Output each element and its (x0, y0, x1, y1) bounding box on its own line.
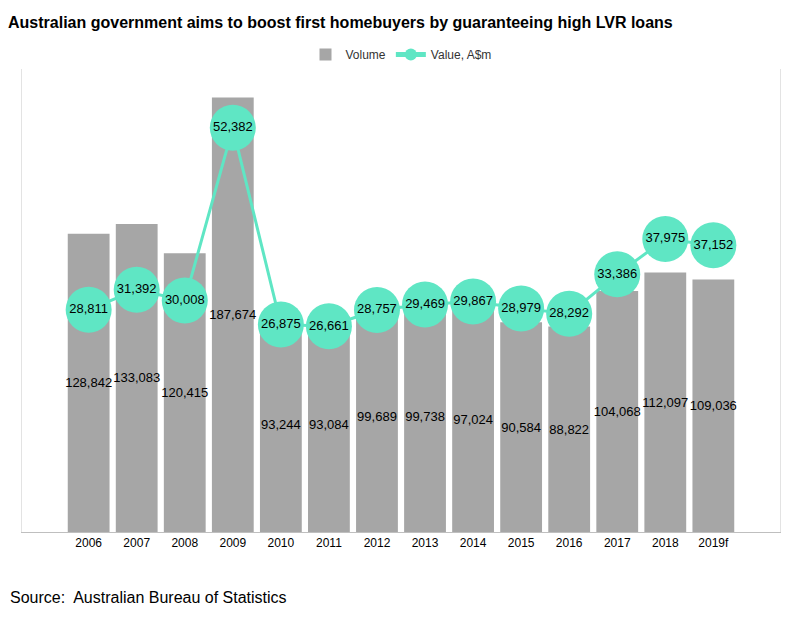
svg-text:128,842: 128,842 (65, 375, 112, 390)
svg-text:26,661: 26,661 (309, 318, 349, 333)
svg-text:29,867: 29,867 (453, 293, 493, 308)
svg-text:30,008: 30,008 (165, 292, 205, 307)
svg-text:2010: 2010 (268, 536, 295, 550)
svg-text:2015: 2015 (508, 536, 535, 550)
svg-text:29,469: 29,469 (405, 296, 445, 311)
svg-text:2012: 2012 (364, 536, 391, 550)
svg-text:28,811: 28,811 (69, 301, 108, 316)
svg-text:99,738: 99,738 (405, 409, 445, 424)
svg-text:33,386: 33,386 (597, 266, 637, 281)
svg-text:2019f: 2019f (698, 536, 729, 550)
svg-text:2007: 2007 (123, 536, 150, 550)
svg-text:90,584: 90,584 (501, 420, 541, 435)
svg-text:28,292: 28,292 (549, 305, 589, 320)
svg-text:26,875: 26,875 (261, 316, 301, 331)
svg-text:93,244: 93,244 (261, 417, 301, 432)
svg-text:2006: 2006 (75, 536, 102, 550)
svg-text:Source: Australian Bureau of: Source: Australian Bureau of Statistics (10, 589, 287, 606)
svg-text:97,024: 97,024 (453, 412, 493, 427)
svg-text:88,822: 88,822 (549, 422, 589, 437)
svg-text:2018: 2018 (652, 536, 679, 550)
svg-text:2013: 2013 (412, 536, 439, 550)
svg-text:2008: 2008 (171, 536, 198, 550)
svg-text:109,036: 109,036 (690, 398, 737, 413)
svg-text:28,979: 28,979 (501, 300, 541, 315)
svg-text:120,415: 120,415 (161, 385, 208, 400)
svg-text:28,757: 28,757 (357, 301, 397, 316)
svg-text:Australian government aims to: Australian government aims to boost firs… (8, 14, 673, 31)
svg-text:37,152: 37,152 (693, 237, 733, 252)
svg-text:99,689: 99,689 (357, 409, 397, 424)
svg-text:2017: 2017 (604, 536, 631, 550)
svg-text:52,382: 52,382 (213, 119, 253, 134)
svg-text:2011: 2011 (316, 536, 342, 550)
svg-text:31,392: 31,392 (117, 281, 157, 296)
svg-text:Volume: Volume (346, 48, 386, 62)
svg-text:37,975: 37,975 (645, 230, 685, 245)
svg-text:2014: 2014 (460, 536, 487, 550)
svg-text:2016: 2016 (556, 536, 583, 550)
svg-text:93,084: 93,084 (309, 417, 349, 432)
svg-text:133,083: 133,083 (113, 370, 160, 385)
svg-text:Value, A$m: Value, A$m (431, 48, 491, 62)
svg-text:2009: 2009 (219, 536, 246, 550)
svg-text:187,674: 187,674 (209, 307, 256, 322)
svg-text:104,068: 104,068 (594, 404, 641, 419)
svg-text:112,097: 112,097 (642, 395, 688, 410)
